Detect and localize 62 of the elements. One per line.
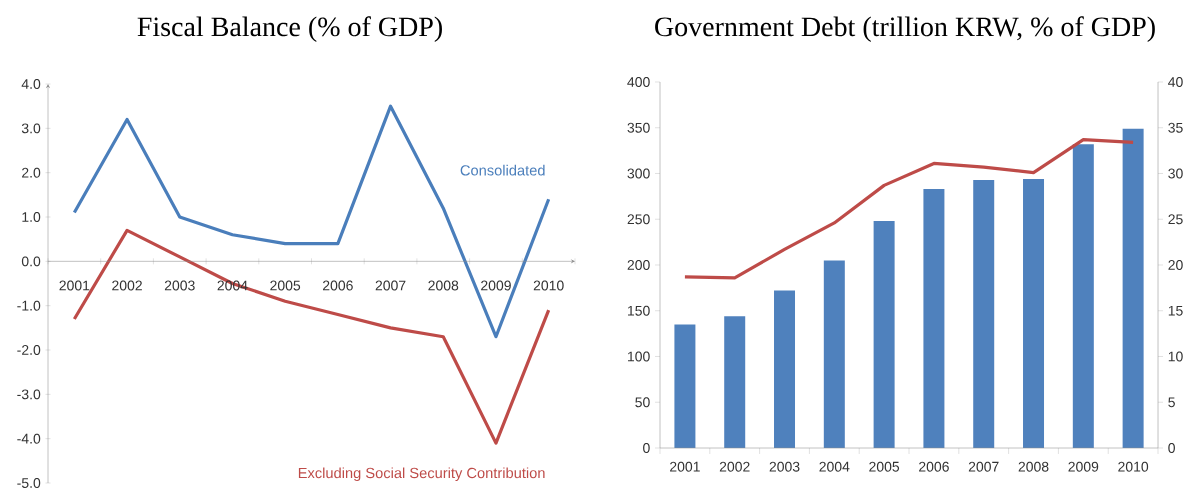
x-tick-label: 2002 [112, 280, 142, 291]
y-tick-label: -3.0 [17, 389, 41, 400]
y-tick-label: 0 [643, 443, 650, 453]
text: Excluding Social Security Contribution [298, 467, 545, 482]
y-tick-label: -5.0 [17, 478, 41, 488]
y-tick-label: 350 [627, 122, 650, 133]
y-tick-label: 3.0 [21, 123, 41, 134]
bar [674, 324, 696, 448]
x-tick-label: 2005 [869, 461, 900, 472]
y-tick-label: -1.0 [17, 300, 41, 311]
y-tick-label: 300 [627, 168, 650, 179]
y-tick-label: 250 [627, 214, 650, 225]
y-tick-label: 200 [627, 260, 650, 270]
x-tick-label: 2001 [670, 461, 700, 472]
x-tick-label: 2002 [719, 461, 750, 472]
x-tick-label: 2008 [428, 280, 459, 291]
bar [724, 316, 746, 448]
x-tick-label: 2009 [1068, 461, 1099, 472]
x-tick-label: 2010 [533, 280, 564, 291]
x-tick-label: 2006 [323, 280, 353, 291]
y-tick-label: 2.0 [22, 167, 41, 178]
y-tick-label: 1.0 [22, 212, 41, 222]
x-tick-label: 2009 [481, 280, 511, 291]
y2-tick-label: 40 [1168, 77, 1183, 87]
bar [923, 189, 945, 448]
x-tick-label: 2004 [819, 461, 850, 472]
y-tick-label: 400 [627, 77, 650, 87]
y2-tick-label: 35 [1168, 122, 1183, 133]
chart-title: Government Debt (trillion KRW, % of GDP) [655, 16, 1155, 42]
y-tick-label: 0.0 [21, 256, 41, 267]
y-tick-label: 50 [635, 397, 650, 408]
bar [1023, 178, 1045, 448]
x-tick-label: 2008 [1018, 461, 1049, 472]
series-label: Consolidated [460, 164, 545, 176]
bar [823, 260, 845, 448]
y-tick-label: -4.0 [17, 433, 41, 444]
y-tick-label: 100 [628, 351, 650, 362]
y-tick-label: 150 [628, 305, 650, 316]
y-tick-label: 4.0 [21, 79, 41, 89]
bar [973, 179, 995, 448]
x-tick-label: 2003 [769, 461, 800, 472]
y2-tick-label: 10 [1168, 351, 1183, 362]
x-tick-label: 2010 [1118, 461, 1149, 472]
y2-tick-label: 15 [1168, 305, 1183, 316]
x-tick-label: 2007 [375, 280, 406, 291]
x-tick-label: 2005 [270, 280, 301, 291]
x-tick-label: 2003 [164, 280, 195, 291]
y-tick-label: -2.0 [17, 345, 41, 355]
y2-tick-label: 0 [1168, 443, 1175, 453]
y2-tick-label: 20 [1168, 260, 1183, 270]
bar [1072, 144, 1094, 448]
x-tick-label: 2007 [968, 461, 999, 472]
bar [873, 221, 895, 448]
y2-tick-label: 5 [1168, 397, 1175, 408]
bar [1122, 128, 1144, 448]
chart-title: Fiscal Balance (% of GDP) [137, 16, 442, 42]
y2-tick-label: 25 [1168, 214, 1183, 225]
y2-tick-label: 30 [1168, 168, 1183, 179]
bar [774, 290, 796, 448]
x-tick-label: 2001 [59, 280, 90, 291]
x-tick-label: 2006 [919, 461, 949, 472]
line-series [683, 138, 1135, 280]
